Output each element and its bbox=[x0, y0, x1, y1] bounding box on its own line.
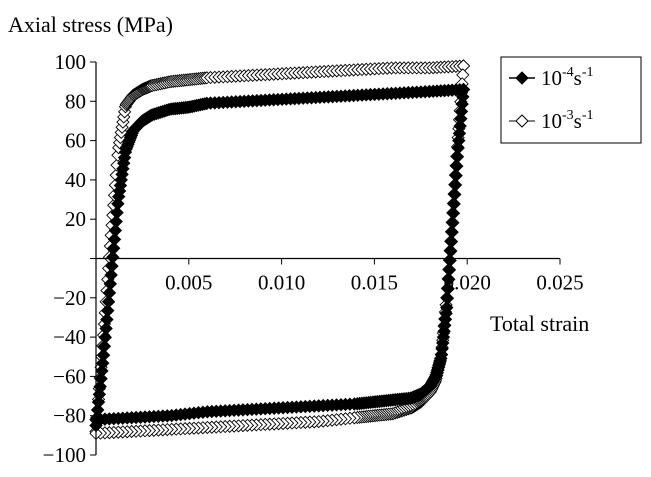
x-tick-label: 0.015 bbox=[351, 271, 398, 295]
x-tick-label: 0.005 bbox=[165, 271, 212, 295]
tick-labels-layer: 100 80 60 40 20 −20 −40 −60 −80 −100 0.005 0.010 0.0… bbox=[43, 50, 584, 467]
data-point-filled bbox=[97, 339, 112, 353]
legend-box bbox=[500, 56, 642, 144]
y-tick-label: −40 bbox=[53, 325, 86, 349]
data-point-filled bbox=[94, 372, 108, 386]
data-point-filled bbox=[98, 330, 112, 345]
x-tick-label: 0.010 bbox=[258, 271, 305, 295]
data-point-filled bbox=[103, 277, 118, 291]
markers-layer bbox=[89, 59, 471, 441]
data-point-filled bbox=[106, 250, 120, 264]
legend-item-2: 10-3s-1 bbox=[509, 108, 594, 133]
y-tick-label: 80 bbox=[65, 89, 86, 113]
axes-layer bbox=[90, 61, 561, 456]
data-point-filled bbox=[102, 286, 117, 300]
data-point-filled bbox=[96, 348, 111, 362]
data-point-filled bbox=[104, 268, 118, 282]
y-tick-label: 100 bbox=[55, 50, 87, 74]
legend-label-2: 10-3s-1 bbox=[541, 108, 594, 133]
data-point-filled bbox=[106, 241, 121, 255]
data-point-filled bbox=[101, 303, 115, 318]
legend-marker-filled-diamond bbox=[515, 71, 529, 85]
x-axis-title: Total strain bbox=[490, 311, 589, 336]
legend-item-1: 10-4s-1 bbox=[509, 65, 594, 90]
y-tick-label: 40 bbox=[65, 168, 86, 192]
x-tick-label: 0.020 bbox=[444, 271, 491, 295]
data-point-filled bbox=[108, 223, 123, 238]
data-point-filled bbox=[110, 205, 124, 220]
data-point-filled bbox=[109, 214, 123, 229]
y-tick-label: 60 bbox=[65, 129, 86, 153]
data-point-filled bbox=[100, 312, 114, 327]
x-tick-label: 0.025 bbox=[536, 271, 583, 295]
data-point-filled bbox=[107, 232, 122, 247]
data-point-filled bbox=[99, 321, 113, 336]
data-point-filled bbox=[105, 259, 119, 273]
data-point-filled bbox=[95, 364, 109, 378]
legend: 10-4s-1 10-3s-1 bbox=[500, 56, 642, 144]
data-point-filled bbox=[101, 295, 116, 309]
y-tick-label: −20 bbox=[53, 286, 86, 310]
legend-label-1: 10-4s-1 bbox=[541, 65, 594, 90]
y-tick-label: −80 bbox=[53, 404, 86, 428]
legend-marker-open-diamond bbox=[515, 114, 529, 128]
y-tick-label: −100 bbox=[43, 443, 86, 467]
y-axis-title: Axial stress (MPa) bbox=[8, 12, 173, 37]
y-tick-label: −60 bbox=[53, 364, 86, 388]
y-tick-label: 20 bbox=[65, 207, 86, 231]
data-point-filled bbox=[96, 356, 110, 370]
